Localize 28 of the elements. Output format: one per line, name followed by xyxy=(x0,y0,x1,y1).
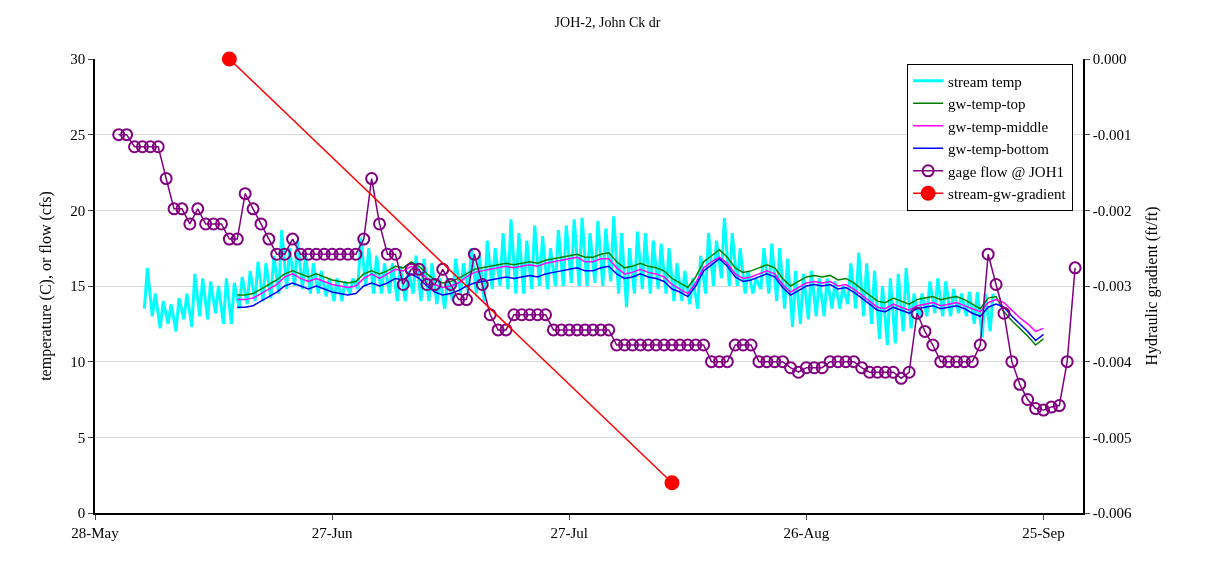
y2-axis-title: Hydraulic gradient (ft/ft) xyxy=(1143,206,1162,366)
y-tick-label: 5 xyxy=(77,429,86,446)
y-tick-label: 20 xyxy=(70,202,86,219)
y2-tick-label: -0.001 xyxy=(1092,126,1132,143)
legend-label: stream-gw-gradient xyxy=(948,186,1067,203)
y-tick-label: 15 xyxy=(70,278,86,295)
y-tick-label: 30 xyxy=(70,51,86,68)
y2-tick-label: -0.003 xyxy=(1092,278,1132,295)
legend-label: stream temp xyxy=(948,73,1022,90)
y-tick-label: 10 xyxy=(70,353,86,370)
legend-label: gw-temp-top xyxy=(948,96,1026,113)
y2-tick-label: -0.006 xyxy=(1092,505,1132,522)
y2-tick-label: -0.002 xyxy=(1092,202,1132,219)
x-tick-label: 27-Jun xyxy=(311,524,354,541)
y-axis-title: temperature (C), or flow (cfs) xyxy=(36,191,55,381)
y-tick-label: 25 xyxy=(70,126,86,143)
legend-label: gw-temp-middle xyxy=(948,118,1049,135)
x-tick-label: 25-Sep xyxy=(1022,524,1065,541)
y2-tick-label: 0.000 xyxy=(1092,51,1127,68)
x-tick-label: 27-Jul xyxy=(550,524,588,541)
y-tick-label: 0 xyxy=(77,505,86,522)
chart-title: JOH-2, John Ck dr xyxy=(554,14,661,30)
x-tick-label: 28-May xyxy=(71,524,120,541)
legend-label: gw-temp-bottom xyxy=(948,141,1050,158)
y2-tick-label: -0.005 xyxy=(1092,429,1132,446)
legend-label: gage flow @ JOH1 xyxy=(948,163,1065,180)
x-tick-label: 26-Aug xyxy=(783,524,830,541)
y2-tick-label: -0.004 xyxy=(1092,353,1132,370)
